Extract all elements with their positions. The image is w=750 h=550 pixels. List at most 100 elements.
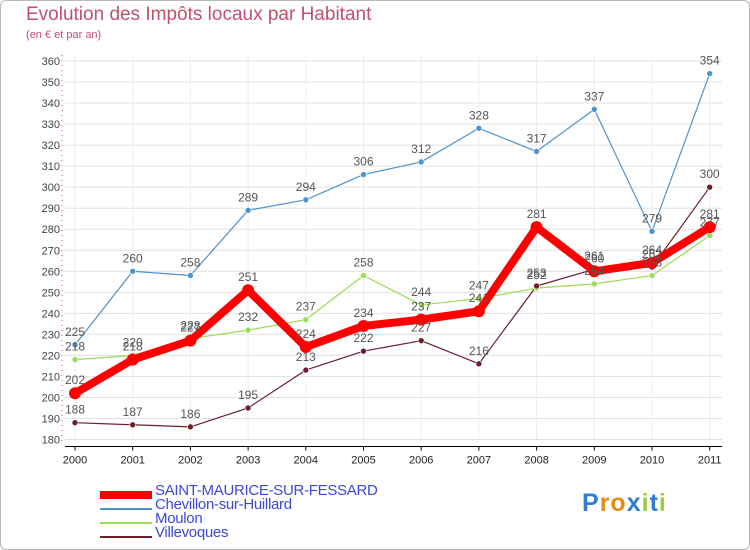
series-line-villevoques	[74, 186, 711, 428]
data-label-saint-maurice-sur-fessard-2011: 281	[700, 207, 720, 221]
point-saint-maurice-sur-fessard-2011	[703, 221, 716, 234]
x-tick-label-2004: 2004	[294, 455, 318, 467]
x-tick-label-2000: 2000	[63, 455, 87, 467]
y-tick-label-180: 180	[42, 435, 60, 447]
legend-label: SAINT-MAURICE-SUR-FESSARD	[155, 482, 378, 499]
point-villevoques-2002	[187, 423, 194, 431]
data-label-saint-maurice-sur-fessard-2003: 251	[238, 270, 258, 284]
data-label-moulon-2008: 252	[527, 268, 547, 282]
data-label-saint-maurice-sur-fessard-2005: 234	[353, 306, 373, 320]
point-saint-maurice-sur-fessard-2008	[530, 221, 543, 234]
x-tick-label-2011: 2011	[698, 455, 722, 467]
series-line-chevillon-sur-huillard	[74, 73, 711, 346]
point-moulon-2000	[71, 356, 79, 363]
point-saint-maurice-sur-fessard-2007	[472, 305, 485, 318]
y-tick-label-250: 250	[42, 287, 60, 299]
data-label-chevillon-sur-huillard-2010: 279	[642, 211, 662, 225]
y-tick-label-310: 310	[42, 161, 60, 173]
point-chevillon-sur-huillard-2011	[706, 70, 714, 77]
data-label-villevoques-2000: 188	[65, 403, 85, 417]
point-moulon-2009	[590, 280, 598, 288]
y-tick-label-280: 280	[42, 224, 60, 236]
point-saint-maurice-sur-fessard-2010	[646, 256, 658, 269]
data-label-moulon-2006: 244	[411, 285, 431, 299]
point-chevillon-sur-huillard-2007	[475, 124, 483, 132]
axes: 180 190 200 210 220 230 240 250 260 270 280 290 300 3…	[42, 55, 722, 467]
point-saint-maurice-sur-fessard-2001	[126, 353, 139, 366]
point-saint-maurice-sur-fessard-2006	[415, 313, 428, 326]
point-villevoques-2008	[533, 282, 540, 290]
legend-swatch	[100, 491, 152, 499]
data-label-moulon-2003: 232	[238, 310, 258, 324]
data-label-saint-maurice-sur-fessard-2002: 227	[180, 321, 200, 335]
y-tick-label-290: 290	[42, 203, 60, 215]
y-tick-label-330: 330	[42, 119, 60, 131]
point-villevoques-2001	[129, 421, 136, 429]
data-label-chevillon-sur-huillard-2008: 317	[527, 131, 547, 145]
data-label-villevoques-2008: 253	[527, 266, 547, 280]
data-label-moulon-2011: 277	[700, 216, 720, 230]
data-label-saint-maurice-sur-fessard-2007: 241	[469, 291, 489, 305]
point-chevillon-sur-huillard-2000	[71, 341, 79, 349]
data-label-villevoques-2007: 216	[469, 344, 489, 358]
data-label-villevoques-2002: 186	[180, 407, 200, 421]
point-villevoques-2000	[71, 419, 79, 426]
point-saint-maurice-sur-fessard-2000	[69, 387, 81, 400]
point-saint-maurice-sur-fessard-2002	[184, 334, 197, 347]
chart-title: Evolution des Impôts locaux par Habitant	[26, 4, 372, 25]
point-moulon-2010	[648, 272, 656, 279]
y-tick-label-300: 300	[42, 182, 60, 194]
logo-letter: r	[599, 489, 611, 517]
point-chevillon-sur-huillard-2002	[187, 272, 194, 279]
logo-letter: o	[610, 489, 627, 517]
data-label-villevoques-2001: 187	[123, 405, 143, 419]
point-saint-maurice-sur-fessard-2005	[357, 319, 370, 332]
y-tick-label-220: 220	[42, 350, 60, 362]
legend-label: Villevoques	[155, 524, 229, 541]
point-villevoques-2011	[706, 183, 714, 191]
legend-swatch	[100, 536, 152, 538]
x-tick-label-2001: 2001	[120, 455, 144, 467]
point-chevillon-sur-huillard-2003	[244, 206, 252, 214]
data-label-chevillon-sur-huillard-2011: 354	[700, 54, 720, 68]
data-label-moulon-2007: 247	[469, 279, 489, 293]
legend-label: Moulon	[155, 510, 203, 527]
data-label-villevoques-2003: 195	[238, 388, 258, 402]
point-chevillon-sur-huillard-2008	[533, 148, 540, 155]
data-label-villevoques-2009: 261	[584, 249, 604, 263]
logo-letter: P	[582, 489, 600, 517]
point-saint-maurice-sur-fessard-2009	[588, 265, 601, 278]
chart-subtitle: (en € et par an)	[26, 29, 102, 41]
data-label-villevoques-2005: 222	[353, 331, 373, 345]
data-label-villevoques-2011: 300	[700, 167, 720, 181]
point-chevillon-sur-huillard-2010	[648, 228, 656, 235]
data-label-chevillon-sur-huillard-2005: 306	[353, 155, 373, 169]
data-label-villevoques-2004: 213	[296, 350, 316, 364]
grid	[65, 55, 722, 440]
data-label-saint-maurice-sur-fessard-2001: 218	[123, 340, 143, 354]
y-tick-label-360: 360	[42, 56, 60, 68]
point-moulon-2011	[706, 232, 714, 239]
y-tick-label-190: 190	[42, 413, 60, 425]
logo-letter: x	[626, 489, 642, 517]
data-label-moulon-2009: 254	[584, 264, 604, 278]
y-tick-label-320: 320	[42, 140, 60, 152]
point-chevillon-sur-huillard-2005	[360, 171, 367, 178]
series-lines	[71, 73, 714, 428]
series-line-saint-maurice-sur-fessard	[71, 223, 714, 398]
point-villevoques-2003	[244, 404, 252, 412]
point-chevillon-sur-huillard-2004	[302, 196, 310, 204]
legend-label: Chevillon-sur-Huillard	[155, 496, 292, 513]
data-label-moulon-2010: 258	[642, 255, 662, 269]
data-label-moulon-2002: 228	[180, 319, 200, 333]
point-villevoques-2005	[360, 347, 367, 355]
series-line-moulon	[74, 234, 711, 361]
y-tick-label-260: 260	[42, 266, 60, 278]
point-moulon-2005	[360, 272, 367, 279]
proxiti-logo: Proxiti	[582, 489, 667, 518]
data-label-chevillon-sur-huillard-2009: 337	[584, 89, 604, 103]
x-tick-label-2009: 2009	[582, 455, 606, 467]
data-label-chevillon-sur-huillard-2003: 289	[238, 190, 258, 204]
